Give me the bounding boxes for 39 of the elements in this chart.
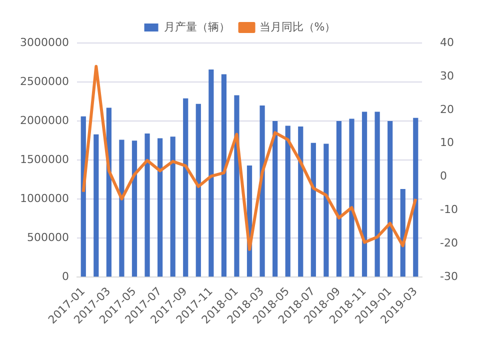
bar — [388, 121, 393, 277]
bar — [298, 126, 304, 277]
bar — [196, 104, 201, 277]
legend-label: 当月同比（%） — [259, 20, 336, 34]
bar — [208, 70, 214, 277]
bar — [132, 140, 138, 277]
bar — [374, 112, 380, 277]
y2-tick-label: 0 — [440, 170, 448, 183]
bar — [94, 134, 99, 277]
y2-tick-label: -30 — [440, 270, 458, 284]
y-tick-label: 1500000 — [20, 152, 69, 166]
y2-tick-label: 20 — [440, 102, 454, 116]
bar — [260, 105, 265, 277]
bar — [119, 140, 124, 277]
y-tick-label: 0 — [62, 270, 69, 284]
bar — [349, 118, 354, 277]
y2-tick-label: 40 — [440, 36, 454, 49]
legend-label: 月产量（辆） — [164, 20, 230, 34]
bar — [158, 138, 163, 277]
y-tick-label: 2000000 — [20, 114, 69, 127]
y2-tick-label: 30 — [440, 69, 454, 82]
y-tick-label: 1000000 — [20, 192, 69, 205]
bar — [221, 74, 227, 277]
y2-tick-label: 10 — [440, 136, 454, 150]
bar — [413, 118, 418, 277]
y2-tick-label: -20 — [440, 236, 458, 250]
bar — [362, 112, 368, 277]
bar — [310, 142, 316, 277]
bar — [170, 136, 176, 277]
y2-tick-label: -10 — [440, 203, 458, 216]
bar — [285, 126, 290, 277]
bar — [336, 121, 342, 277]
y-tick-label: 2500000 — [20, 74, 69, 88]
bar — [183, 98, 188, 277]
bar — [144, 134, 150, 277]
bar — [324, 144, 329, 277]
y-tick-label: 3000000 — [20, 36, 69, 49]
y-tick-label: 500000 — [26, 231, 69, 244]
bar — [272, 121, 278, 277]
